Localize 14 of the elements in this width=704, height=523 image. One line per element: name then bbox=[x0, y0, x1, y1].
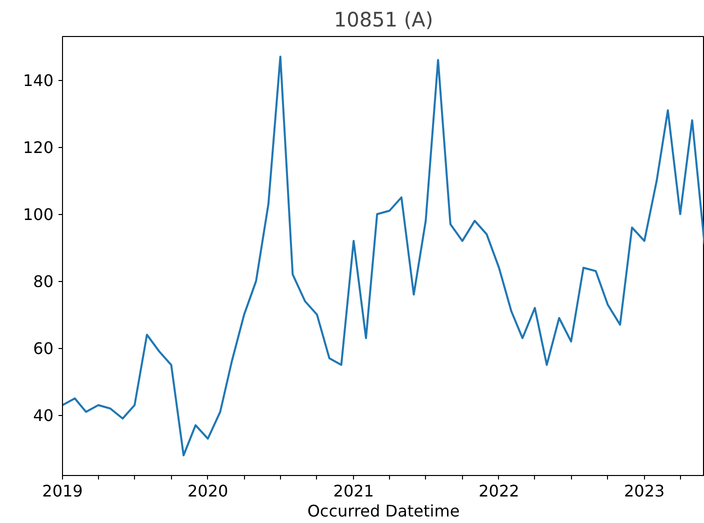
y-tick-label: 60 bbox=[33, 339, 54, 358]
y-tick-label: 100 bbox=[22, 205, 54, 224]
y-tick-label: 80 bbox=[33, 272, 54, 292]
y-tick-label: 140 bbox=[22, 71, 54, 90]
line-series bbox=[62, 56, 704, 456]
x-tick-label: 2022 bbox=[478, 482, 520, 500]
x-tick-label: 2019 bbox=[42, 482, 83, 500]
x-tick-label: 2020 bbox=[188, 482, 228, 500]
chart-title: 10851 (A) bbox=[334, 8, 434, 32]
x-axis-title: Occurred Datetime bbox=[307, 502, 460, 520]
x-tick-label: 2023 bbox=[624, 482, 665, 500]
y-tick-label: 40 bbox=[33, 406, 54, 426]
y-tick-label: 120 bbox=[22, 138, 54, 158]
x-tick-label: 2021 bbox=[333, 482, 374, 500]
